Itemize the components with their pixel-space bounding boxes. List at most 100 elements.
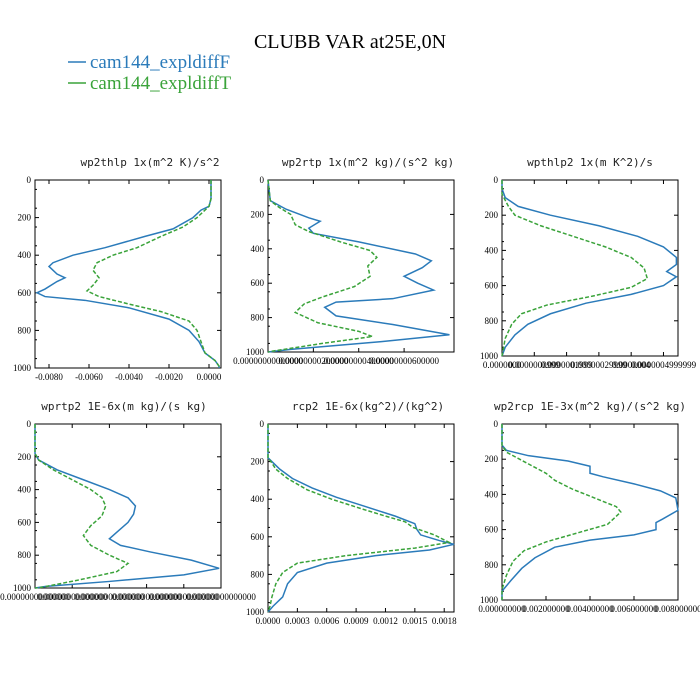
y-tick-label: 800 — [251, 569, 265, 579]
y-tick-label: 400 — [251, 494, 265, 504]
series-line-expldifff — [267, 179, 450, 353]
series-line-expldifff — [35, 180, 220, 368]
y-tick-label: 0 — [27, 419, 32, 429]
series-line-expldifff — [34, 424, 220, 589]
series-line-expldifft — [267, 424, 452, 613]
x-tick-label: 0.00000000600000 — [369, 356, 439, 366]
y-tick-label: 800 — [485, 560, 499, 570]
panels: wp2thlp 1x(m^2 K)/s^202004006008001000-0… — [0, 156, 700, 626]
plot-frame — [501, 423, 679, 601]
x-tick-label: 0.006000000 — [610, 604, 658, 614]
x-tick-label: 0.0006 — [314, 616, 339, 626]
x-tick-label: -0.0020 — [155, 372, 183, 382]
y-tick-label: 800 — [18, 325, 32, 335]
y-tick-label: 400 — [251, 244, 265, 254]
y-tick-label: 600 — [18, 517, 32, 527]
x-tick-label: 0.0003 — [285, 616, 310, 626]
x-tick-label: 0.00000000000000 — [233, 356, 303, 366]
series-line-expldifff — [501, 180, 678, 357]
x-tick-label: 0.00000000400000 — [324, 356, 394, 366]
x-tick-label: 0.000000000 — [478, 604, 526, 614]
y-tick-label: 0 — [260, 419, 265, 429]
x-tick-label: -0.0040 — [115, 372, 143, 382]
plot-frame — [267, 179, 455, 353]
y-tick-label: 800 — [485, 316, 499, 326]
y-tick-label: 400 — [18, 485, 32, 495]
y-tick-label: 600 — [251, 532, 265, 542]
x-tick-label: 0.0000004 — [612, 360, 651, 370]
x-tick-label: 0.0009 — [344, 616, 369, 626]
x-tick-label: 0.0012 — [373, 616, 398, 626]
x-tick-label: 0.004000000 — [566, 604, 614, 614]
x-tick-label: 0.0000001999 — [541, 360, 593, 370]
x-tick-label: 0.0000004999999 — [631, 360, 697, 370]
legend-label-t: cam144_expldiffT — [90, 73, 231, 94]
x-tick-label: 0.00000000000000 — [186, 592, 256, 602]
x-tick-label: 0.0000000 — [483, 360, 522, 370]
y-tick-label: 200 — [18, 452, 32, 462]
x-tick-label: 0.00000000000000 — [112, 592, 182, 602]
panel-2: wp2rtp 1x(m^2 kg)/(s^2 kg) 0 200 400 600 800 1… — [233, 156, 455, 366]
x-tick-label: 0.00000000000000 — [0, 592, 70, 602]
y-tick-label: 1000 — [246, 607, 265, 617]
y-tick-label: 600 — [251, 278, 265, 288]
series-line-expldifff — [267, 424, 455, 613]
panel-4: wprtp2 1E-6x(m kg)/(s kg) 0 200 400 600 800 10… — [0, 400, 256, 602]
y-tick-label: 400 — [485, 489, 499, 499]
figure-title: CLUBB VAR at25E,0N — [254, 31, 446, 53]
y-tick-label: 1000 — [13, 363, 32, 373]
x-tick-label: 0.00000000200000 — [278, 356, 348, 366]
x-tick-label: 0.002000000 — [522, 604, 570, 614]
y-tick-label: 600 — [485, 525, 499, 535]
y-tick-label: 200 — [251, 457, 265, 467]
x-tick-label: -0.0080 — [35, 372, 63, 382]
x-tick-label: 0.0018 — [432, 616, 457, 626]
panel-title: wp2rcp 1E-3x(m^2 kg)/(s^2 kg) — [494, 400, 686, 413]
y-tick-label: 600 — [18, 288, 32, 298]
plot-frame — [34, 423, 222, 589]
x-tick-label: 0.0000 — [197, 372, 222, 382]
y-tick-label: 0 — [27, 175, 32, 185]
panel-title: wprtp2 1E-6x(m kg)/(s kg) — [41, 400, 207, 413]
panel-title: wpthlp2 1x(m K^2)/s — [527, 156, 653, 169]
y-tick-label: 400 — [18, 250, 32, 260]
x-tick-label: 0.00000029999 — [571, 360, 628, 370]
panel-1: wp2thlp 1x(m^2 K)/s^202004006008001000-0… — [13, 156, 222, 382]
y-tick-label: 1000 — [246, 347, 265, 357]
x-tick-label: 0.0015 — [402, 616, 427, 626]
y-tick-label: 1000 — [13, 583, 32, 593]
y-tick-label: 200 — [485, 454, 499, 464]
x-tick-label: 0.008000000 — [654, 604, 700, 614]
legend: cam144_expldiffF cam144_expldiffT — [68, 52, 231, 94]
series-line-expldifft — [501, 180, 649, 357]
panel-title: rcp2 1E-6x(kg^2)/(kg^2) — [292, 400, 444, 413]
x-tick-label: 0.00000000000000 — [75, 592, 145, 602]
y-tick-label: 400 — [485, 245, 499, 255]
y-tick-label: 200 — [251, 209, 265, 219]
panel-6: wp2rcp 1E-3x(m^2 kg)/(s^2 kg) 0 200 400 600 8… — [478, 400, 700, 614]
y-tick-label: 0 — [494, 175, 499, 185]
plot-frame — [501, 179, 679, 357]
y-tick-label: 0 — [260, 175, 265, 185]
panel-title: wp2thlp 1x(m^2 K)/s^2 — [80, 156, 219, 169]
plot-frame — [34, 179, 222, 369]
panel-3: wpthlp2 1x(m K^2)/s020040060080010000.00… — [480, 156, 697, 370]
y-tick-label: 800 — [18, 550, 32, 560]
panel-5: rcp2 1E-6x(kg^2)/(kg^2) 0 200 400 600 800 1000… — [246, 400, 457, 626]
plot-frame — [267, 423, 455, 613]
x-tick-label: -0.0060 — [75, 372, 103, 382]
series-line-expldifft — [85, 180, 220, 368]
y-tick-label: 1000 — [480, 595, 499, 605]
x-tick-label: 0.0000000999 — [508, 360, 560, 370]
y-tick-label: 200 — [18, 213, 32, 223]
series-line-expldifft — [34, 424, 130, 589]
panel-title: wp2rtp 1x(m^2 kg)/(s^2 kg) — [282, 156, 454, 169]
y-tick-label: 200 — [485, 210, 499, 220]
series-line-expldifff — [501, 424, 679, 600]
series-line-expldifft — [267, 179, 378, 353]
x-tick-label: 0.00000000000000 — [37, 592, 107, 602]
series-line-expldifft — [501, 424, 622, 600]
y-tick-label: 600 — [485, 281, 499, 291]
x-tick-label: 0.0000 — [256, 616, 281, 626]
